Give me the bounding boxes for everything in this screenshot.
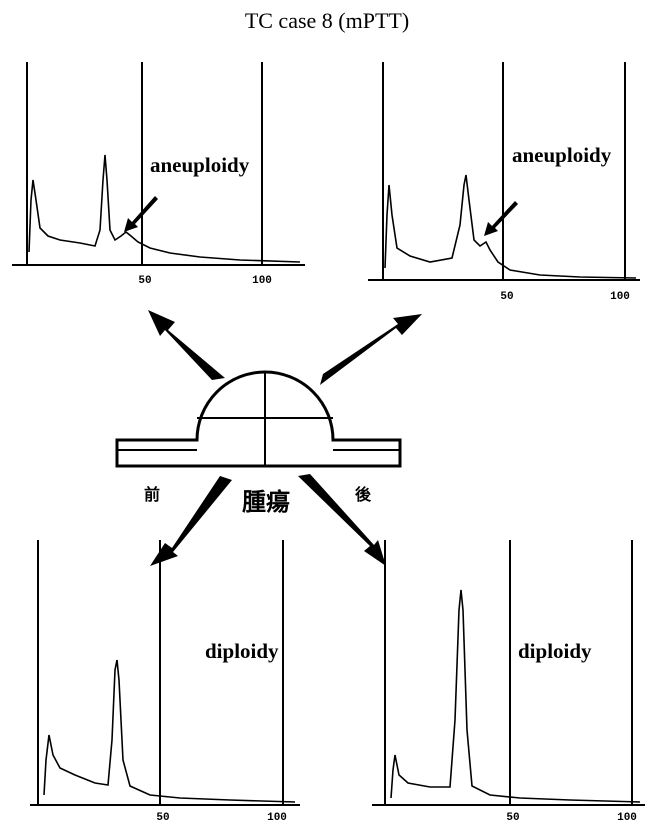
- tick-label: 100: [267, 812, 287, 824]
- panel-label: diploidy: [205, 639, 279, 663]
- direction-arrow: [320, 314, 422, 385]
- histogram-panel: 50 100 aneuploidy: [12, 62, 305, 287]
- back-label: 後: [355, 485, 372, 504]
- tick-label: 100: [610, 291, 630, 303]
- tumor-diagram: 前 腫瘍 後: [117, 310, 422, 566]
- tick-label: 100: [617, 812, 637, 824]
- title: TC case 8 (mPTT): [245, 8, 409, 33]
- tumor-label: 腫瘍: [242, 488, 290, 516]
- histogram-curve: [44, 660, 295, 802]
- front-label: 前: [144, 485, 160, 504]
- direction-arrow: [148, 310, 225, 380]
- direction-arrow: [298, 474, 386, 566]
- figure: TC case 8 (mPTT) 50 100 aneuploidy 50 10…: [0, 0, 653, 826]
- tick-label: 50: [138, 275, 151, 287]
- histogram-panel: 50 100 aneuploidy: [368, 62, 640, 303]
- panel-label: diploidy: [518, 639, 592, 663]
- pointer-arrow: [484, 201, 518, 236]
- tick-label: 50: [156, 812, 169, 824]
- histogram-curve: [385, 175, 636, 278]
- histogram-panel: 50 100 diploidy: [372, 540, 645, 824]
- panel-label: aneuploidy: [512, 143, 612, 167]
- tick-label: 50: [500, 291, 513, 303]
- tick-label: 100: [252, 275, 272, 287]
- panel-label: aneuploidy: [150, 153, 250, 177]
- histogram-curve: [391, 590, 640, 802]
- histogram-panel: 50 100 diploidy: [30, 540, 300, 824]
- direction-arrow: [150, 476, 232, 566]
- tick-label: 50: [506, 812, 519, 824]
